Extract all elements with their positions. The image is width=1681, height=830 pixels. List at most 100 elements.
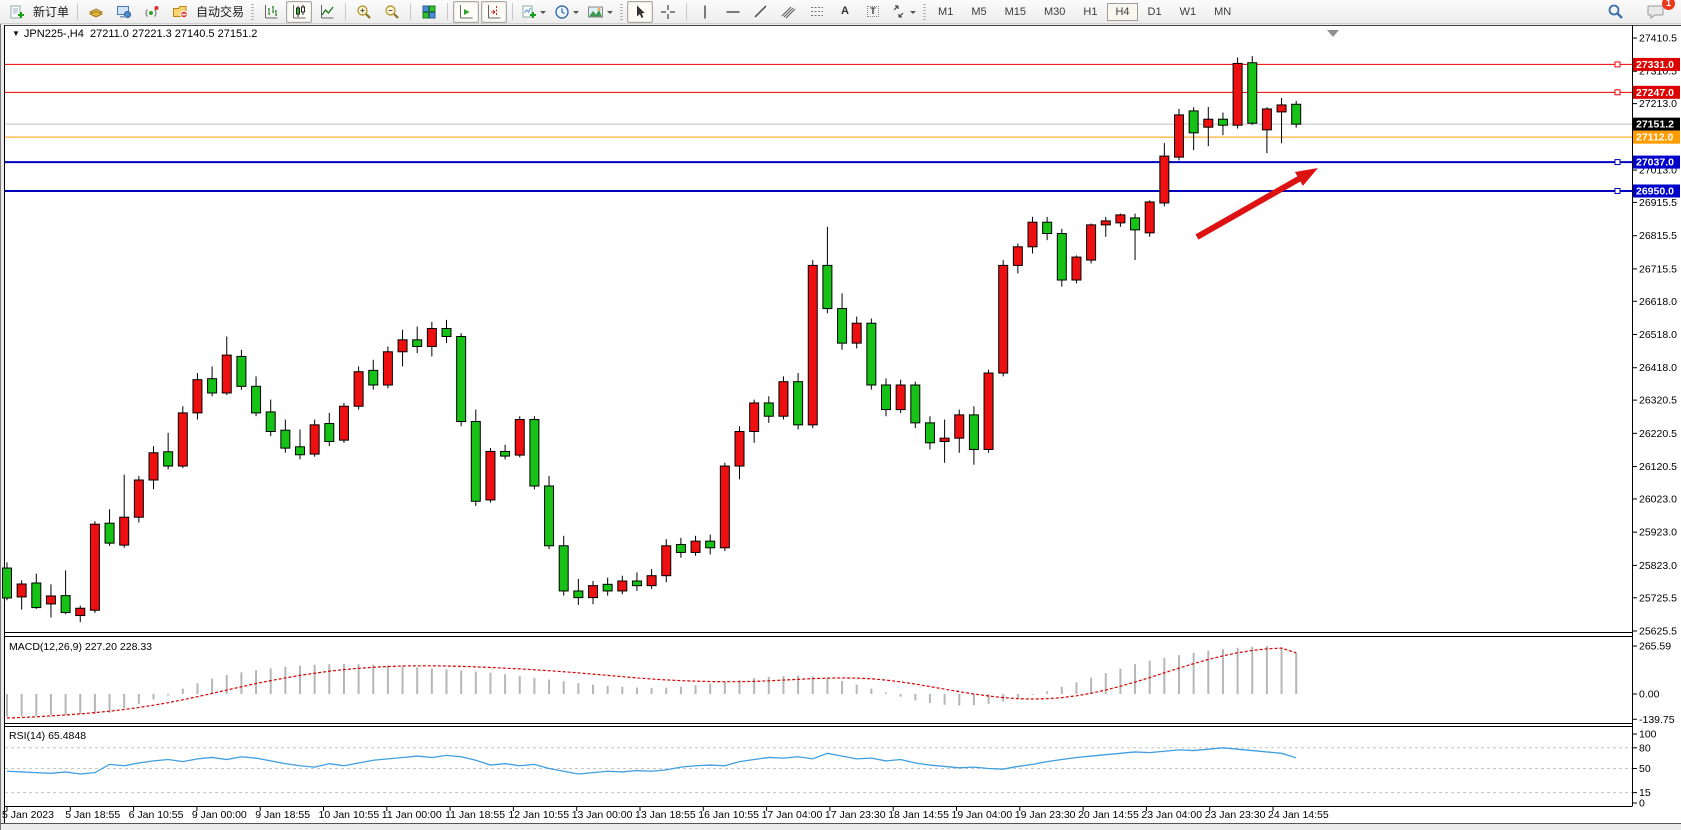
zoom-in-button[interactable] [351,1,377,23]
text-button[interactable]: A [832,1,858,23]
dropdown-arrow-icon [910,10,917,17]
search-icon [1608,4,1623,19]
svg-text:27037.0: 27037.0 [1636,157,1674,169]
zoom-out-button[interactable] [379,1,405,23]
notifications-button[interactable]: 1 [1643,0,1675,23]
svg-text:27331.0: 27331.0 [1636,59,1674,71]
search-button[interactable] [1602,1,1628,23]
vertical-line-button[interactable] [692,1,718,23]
market-watch-button[interactable] [83,1,109,23]
bar-chart-button[interactable] [258,1,284,23]
auto-trading-label[interactable]: 自动交易 [196,5,245,19]
label-tool-icon: T [867,6,879,17]
navigator-button[interactable] [111,1,137,23]
svg-text:27410.5: 27410.5 [1639,33,1677,45]
svg-text:25725.5: 25725.5 [1639,592,1677,604]
auto-trading-button[interactable] [167,1,193,23]
toolbar-grip [620,3,624,20]
line-chart-button[interactable] [314,1,340,23]
arrows-button[interactable] [888,1,919,23]
new-order-icon [10,5,24,18]
crosshair-icon [661,4,676,19]
timeframe-mn[interactable]: MN [1214,5,1232,18]
vertical-line-icon [704,5,706,18]
timeframe-m30[interactable]: M30 [1044,5,1066,18]
svg-text:26320.5: 26320.5 [1639,395,1677,407]
svg-text:26950.0: 26950.0 [1636,185,1674,197]
timeframe-w1[interactable]: W1 [1179,5,1197,18]
tile-windows-icon [422,5,436,18]
timeframe-h4[interactable]: H4 [1107,2,1138,21]
crosshair-button[interactable] [655,1,681,23]
svg-text:27247.0: 27247.0 [1636,87,1674,99]
candlestick-chart-button[interactable] [286,0,313,23]
svg-text:26120.5: 26120.5 [1639,461,1677,473]
svg-text:26518.0: 26518.0 [1639,329,1677,341]
dropdown-arrow-icon [573,10,580,17]
svg-text:9 Jan 18:55: 9 Jan 18:55 [255,809,310,821]
main-toolbar: 新订单 自动交易 [0,0,1681,24]
toolbar-separator [512,3,514,20]
navigator-icon [117,5,132,18]
toolbar-grip [923,3,927,20]
timeframe-m5[interactable]: M5 [971,5,987,18]
label-button[interactable]: T [860,1,886,23]
line-chart-icon [321,4,334,18]
new-order-label[interactable]: 新订单 [33,5,70,19]
signals-button[interactable] [139,1,165,23]
arrows-tool-icon [893,4,904,18]
svg-text:25923.0: 25923.0 [1639,527,1677,539]
svg-text:23 Jan 23:30: 23 Jan 23:30 [1205,809,1266,821]
svg-text:13 Jan 18:55: 13 Jan 18:55 [635,809,696,821]
cursor-button[interactable] [627,0,654,23]
signals-icon [145,5,159,17]
svg-text:17 Jan 23:30: 17 Jan 23:30 [825,809,886,821]
fibonacci-button[interactable] [804,1,830,23]
svg-text:17 Jan 04:00: 17 Jan 04:00 [762,809,823,821]
channel-button[interactable] [776,1,802,23]
chart-shift-icon [488,4,501,18]
new-order-button[interactable] [4,1,30,23]
timeframe-m15[interactable]: M15 [1004,5,1026,18]
new-chart-icon [522,5,537,18]
svg-text:100: 100 [1639,729,1657,741]
zoom-in-icon [357,4,371,19]
toolbar-separator [345,3,347,20]
svg-text:26815.5: 26815.5 [1639,230,1677,242]
svg-text:25625.5: 25625.5 [1639,626,1677,638]
svg-text:5 Jan 2023: 5 Jan 2023 [2,809,54,821]
svg-text:0: 0 [1639,798,1645,810]
svg-text:11 Jan 18:55: 11 Jan 18:55 [445,809,505,821]
svg-text:26418.0: 26418.0 [1639,362,1677,374]
svg-text:20 Jan 14:55: 20 Jan 14:55 [1078,809,1139,821]
new-chart-button[interactable] [518,1,549,23]
timeframe-h1[interactable]: H1 [1083,5,1098,18]
svg-text:26715.5: 26715.5 [1639,263,1677,275]
svg-text:5 Jan 18:55: 5 Jan 18:55 [65,809,120,821]
candlestick-chart-icon [293,4,306,18]
auto-scroll-button[interactable] [453,0,480,23]
chart-shift-button[interactable] [481,0,508,23]
toolbar-grip [251,3,255,20]
svg-text:18 Jan 14:55: 18 Jan 14:55 [888,809,949,821]
svg-text:24 Jan 14:55: 24 Jan 14:55 [1268,809,1329,821]
tile-windows-button[interactable] [416,1,442,23]
horizontal-line-icon [726,10,740,13]
template-button[interactable] [584,1,616,23]
svg-text:265.59: 265.59 [1639,641,1671,653]
timeframe-m1[interactable]: M1 [938,5,954,18]
timeframe-group: M1 M5 M15 M30 H1 H4 D1 W1 MN [929,2,1240,21]
dropdown-arrow-icon [607,10,614,17]
svg-text:12 Jan 10:55: 12 Jan 10:55 [508,809,569,821]
horizontal-line-button[interactable] [720,1,746,23]
timeframe-d1[interactable]: D1 [1147,5,1162,18]
notification-badge: 1 [1662,0,1675,10]
trendline-button[interactable] [748,1,774,23]
svg-text:27213.0: 27213.0 [1639,98,1677,110]
period-button[interactable] [551,1,582,23]
chart-menu-icon[interactable]: ▼ [12,29,20,38]
svg-text:16 Jan 10:55: 16 Jan 10:55 [698,809,759,821]
svg-text:26220.5: 26220.5 [1639,428,1677,440]
bar-chart-icon [265,4,278,18]
